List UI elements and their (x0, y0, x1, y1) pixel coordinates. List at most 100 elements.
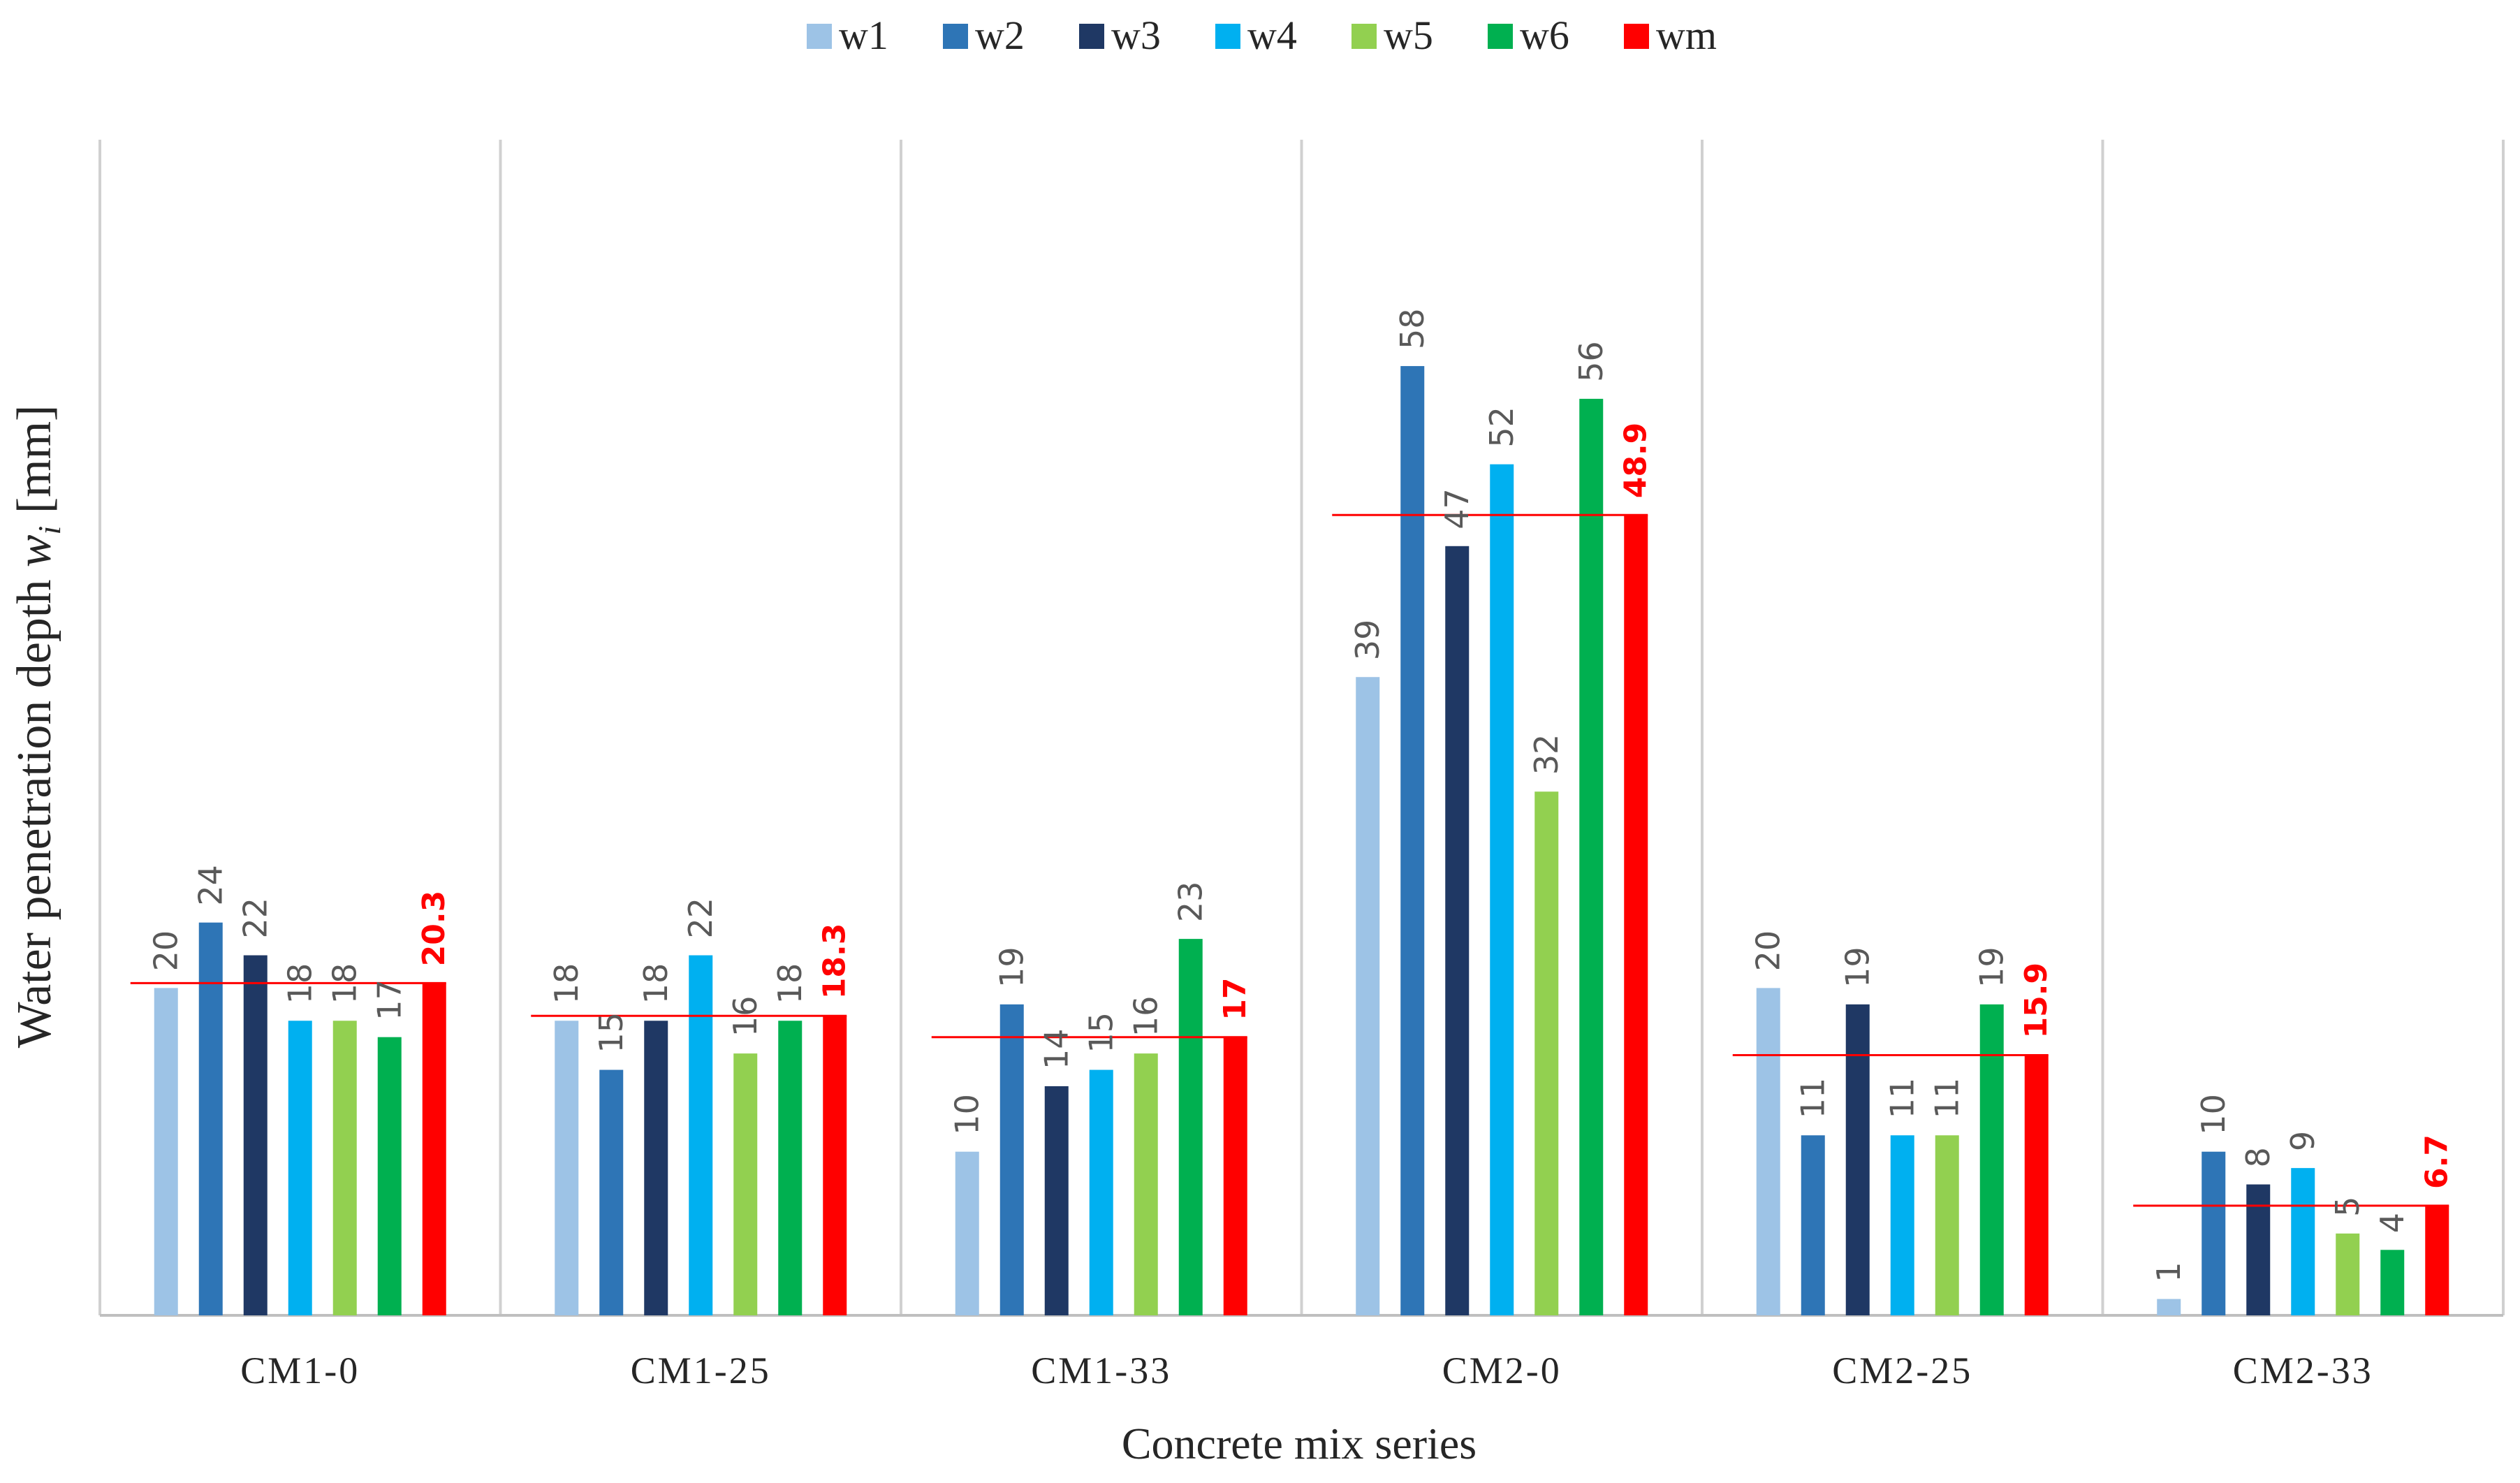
data-label-cm1-33-w4: 15 (1083, 1012, 1120, 1053)
y-axis-label: Water penetration depth wi [mm] (8, 405, 67, 1049)
data-label-cm2-33-w1: 1 (2150, 1262, 2188, 1282)
legend-swatch-w5 (1351, 24, 1377, 49)
bar-cm2-25-w4 (1890, 1135, 1914, 1315)
x-axis-label: Concrete mix series (1122, 1419, 1477, 1468)
bar-cm1-33-w4 (1089, 1069, 1113, 1315)
x-tick-label-cm2-33: CM2-33 (2233, 1350, 2373, 1391)
bar-cm1-25-w2 (599, 1069, 624, 1315)
bar-cm2-33-w4 (2291, 1168, 2315, 1315)
legend-label-wm: wm (1656, 13, 1717, 58)
data-label-cm1-0-w6: 17 (371, 979, 409, 1021)
legend-label-w3: w3 (1111, 13, 1161, 58)
data-label-cm1-33-w3: 14 (1038, 1028, 1076, 1069)
bar-cm2-0-w5 (1534, 791, 1559, 1315)
bar-cm2-33-w6 (2380, 1250, 2405, 1315)
legend-label-w2: w2 (975, 13, 1025, 58)
legend-label-w5: w5 (1384, 13, 1433, 58)
data-label-cm1-0-w1: 20 (147, 930, 185, 972)
y-axis-label-suffix: [mm] (8, 405, 61, 526)
legend-swatch-w2 (943, 24, 968, 49)
data-label-cm2-33-wm: 6.7 (2419, 1134, 2455, 1189)
bar-cm1-25-w5 (733, 1053, 758, 1315)
legend-swatch-w3 (1079, 24, 1104, 49)
x-tick-label-cm1-25: CM1-25 (631, 1350, 771, 1391)
bar-cm1-33-w3 (1044, 1086, 1069, 1315)
bar-cm2-0-w6 (1579, 398, 1604, 1316)
bar-cm2-0-w3 (1445, 546, 1470, 1315)
data-label-cm2-25-w3: 19 (1839, 947, 1877, 988)
data-label-cm1-0-wm: 20.3 (416, 891, 452, 967)
data-label-cm2-25-w2: 11 (1794, 1078, 1832, 1119)
x-tick-label-cm2-25: CM2-25 (1832, 1350, 1972, 1391)
data-label-cm1-33-wm: 17 (1217, 977, 1253, 1020)
data-label-cm1-25-w6: 18 (771, 963, 809, 1005)
bar-cm2-33-w2 (2202, 1151, 2226, 1315)
bar-cm2-25-wm (2024, 1055, 2049, 1315)
data-label-cm2-25-w4: 11 (1884, 1078, 1921, 1119)
data-label-cm1-25-w5: 16 (726, 996, 764, 1037)
bar-cm2-0-w2 (1400, 366, 1425, 1315)
bar-cm2-25-w2 (1801, 1135, 1825, 1315)
bar-cm2-33-wm (2425, 1206, 2449, 1315)
category-separators (98, 140, 2505, 1317)
bar-cm1-25-w1 (555, 1021, 579, 1315)
bar-cm1-33-w1 (955, 1151, 979, 1315)
bar-cm1-0-w5 (332, 1021, 357, 1315)
data-label-cm2-0-wm: 48.9 (1618, 423, 1654, 499)
bar-cm1-25-wm (823, 1016, 847, 1315)
bars (154, 366, 2449, 1316)
bar-cm1-25-w6 (778, 1021, 803, 1315)
bar-cm2-33-w3 (2246, 1184, 2271, 1315)
legend-swatch-w4 (1215, 24, 1240, 49)
data-label-cm1-25-wm: 18.3 (817, 923, 853, 1000)
data-label-cm2-33-w5: 5 (2329, 1197, 2366, 1217)
data-label-cm2-0-w2: 58 (1393, 309, 1431, 350)
bar-cm2-0-w1 (1356, 677, 1380, 1315)
data-label-cm2-0-w3: 47 (1438, 488, 1476, 529)
y-axis-label-variable: w (8, 534, 61, 567)
x-tick-label-cm1-0: CM1-0 (240, 1350, 360, 1391)
data-label-cm2-0-w6: 56 (1572, 341, 1610, 382)
bar-cm1-33-w5 (1134, 1053, 1158, 1315)
data-label-cm1-25-w1: 18 (548, 963, 585, 1005)
data-label-cm2-0-w1: 39 (1349, 620, 1386, 661)
bar-cm2-25-w5 (1935, 1135, 1959, 1315)
data-label-cm1-25-w3: 18 (637, 963, 675, 1005)
bar-cm1-33-w6 (1178, 939, 1203, 1315)
bar-cm1-0-w2 (198, 922, 223, 1315)
y-axis-label-prefix: Water penetration depth (8, 567, 61, 1048)
legend-swatch-w6 (1488, 24, 1513, 49)
bar-cm1-0-w1 (154, 988, 178, 1315)
x-tick-labels: CM1-0 CM1-25 CM1-33 CM2-0 CM2-25 CM2-33 (240, 1350, 2373, 1391)
data-label-cm2-25-w5: 11 (1928, 1078, 1966, 1119)
bar-cm2-0-wm (1624, 515, 1648, 1316)
bar-cm1-0-w6 (377, 1037, 402, 1315)
y-axis-label-subscript: i (31, 526, 67, 535)
legend-label-w6: w6 (1520, 13, 1569, 58)
data-label-cm2-25-w6: 19 (1973, 947, 2011, 988)
data-label-cm1-33-w1: 10 (948, 1094, 986, 1135)
bar-cm1-0-w3 (243, 955, 268, 1315)
data-label-cm2-25-wm: 15.9 (2019, 963, 2054, 1039)
data-label-cm2-0-w5: 32 (1528, 734, 1565, 775)
data-label-cm1-25-w4: 22 (682, 898, 719, 939)
data-label-cm1-0-w4: 18 (281, 963, 319, 1005)
data-label-cm1-33-w6: 23 (1172, 882, 1210, 923)
legend-swatch-w1 (807, 24, 832, 49)
data-label-cm1-33-w5: 16 (1127, 996, 1165, 1037)
legend: w1 w2 w3 w4 w5 w6 wm (807, 13, 1717, 58)
bar-cm1-0-wm (422, 983, 446, 1315)
bar-cm1-25-w4 (689, 955, 713, 1315)
x-tick-label-cm1-33: CM1-33 (1031, 1350, 1171, 1391)
data-label-cm1-25-w2: 15 (592, 1012, 630, 1053)
bar-cm1-25-w3 (644, 1021, 668, 1315)
bar-cm1-0-w4 (288, 1021, 312, 1315)
bar-cm2-25-w6 (1979, 1004, 2004, 1315)
bar-cm2-25-w1 (1756, 988, 1780, 1315)
mean-lines (130, 513, 2449, 1207)
legend-swatch-wm (1624, 24, 1649, 49)
data-label-cm2-0-w4: 52 (1483, 407, 1521, 448)
